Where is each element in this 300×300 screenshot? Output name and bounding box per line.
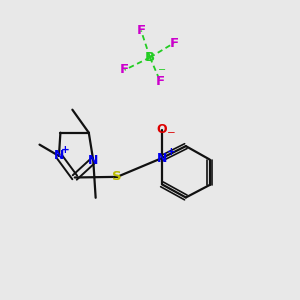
- Text: S: S: [112, 170, 122, 183]
- Text: +: +: [167, 147, 175, 157]
- Text: O: O: [157, 123, 167, 136]
- Text: F: F: [120, 64, 129, 76]
- Text: F: F: [156, 75, 165, 88]
- Text: B: B: [145, 51, 155, 64]
- Text: −: −: [158, 65, 166, 75]
- Text: N: N: [88, 154, 98, 167]
- Text: N: N: [54, 149, 64, 163]
- Text: −: −: [167, 128, 175, 138]
- Text: +: +: [61, 145, 70, 155]
- Text: F: F: [169, 37, 178, 50]
- Text: N: N: [157, 152, 167, 165]
- Text: F: F: [136, 24, 146, 37]
